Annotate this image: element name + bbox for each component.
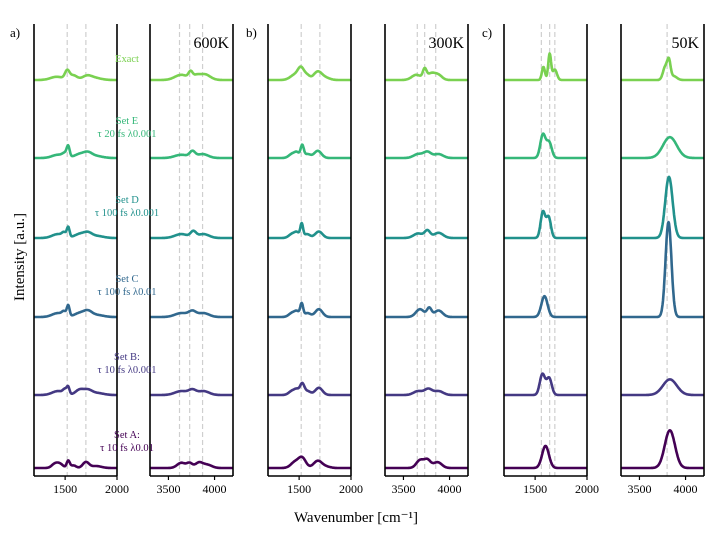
panel-group-label: b) <box>246 25 257 40</box>
x-tick-label: 1500 <box>53 482 77 496</box>
series-label-setA: τ 10 fs λ0.01 <box>100 443 154 454</box>
spectrum-line <box>149 229 234 240</box>
spectrum-line <box>267 301 352 319</box>
series-label-setC: Set C <box>115 274 138 285</box>
x-axis-label: Wavenumber [cm⁻¹] <box>294 510 418 526</box>
spectrum-line <box>503 209 588 240</box>
x-tick-label: 3500 <box>156 482 180 496</box>
spectrum-line <box>33 225 118 240</box>
x-tick-label: 4000 <box>203 482 227 496</box>
spectrum-line <box>149 149 234 160</box>
x-tick-label: 2000 <box>575 482 599 496</box>
spectrum-line <box>503 52 588 82</box>
spectrum-line <box>149 309 234 319</box>
spectrum-line <box>503 372 588 397</box>
spectrum-line <box>267 143 352 160</box>
spectrum-line <box>149 387 234 397</box>
spectrum-line <box>620 175 705 240</box>
spectrum-line <box>149 69 234 82</box>
x-tick-label: 1500 <box>287 482 311 496</box>
guide-lines-layer <box>66 24 668 476</box>
series-label-setC: τ 100 fs λ0.01 <box>98 287 157 298</box>
spectrum-line <box>384 387 469 397</box>
spectrum-line <box>620 56 705 82</box>
spectrum-line <box>149 460 234 470</box>
spectrum-line <box>620 220 705 319</box>
x-tick-label: 1500 <box>523 482 547 496</box>
spectrum-line <box>384 306 469 319</box>
spectrum-line <box>620 135 705 160</box>
spectrum-line <box>503 294 588 319</box>
x-tick-label: 4000 <box>438 482 462 496</box>
spectrum-line <box>33 384 118 397</box>
y-axis-label: Intensity [a.u.] <box>12 213 28 301</box>
series-label-setA: Set A: <box>114 430 140 441</box>
x-tick-label: 3500 <box>627 482 651 496</box>
spectrum-line <box>620 429 705 470</box>
text-layer: Intensity [a.u.] Wavenumber [cm⁻¹] a) 600… <box>10 25 699 526</box>
series-label-setB: τ 10 fs λ0.001 <box>98 365 157 376</box>
temperature-label: 50K <box>671 35 699 52</box>
x-tick-label: 2000 <box>339 482 363 496</box>
spectrum-line <box>384 66 469 82</box>
panel-group-label: a) <box>10 25 20 40</box>
series-label-setD: Set D <box>115 195 139 206</box>
spectrum-line <box>33 144 118 160</box>
series-labels-layer: Exact Set E τ 20 fs λ0.001 Set D τ 100 fs λ0… <box>95 54 159 454</box>
spectrum-line <box>503 444 588 470</box>
curves-layer <box>33 52 705 470</box>
spectrum-line <box>267 455 352 470</box>
spectrum-line <box>267 221 352 240</box>
series-label-setD: τ 100 fs λ0.001 <box>95 208 159 219</box>
series-label-setE: τ 20 fs λ0.001 <box>98 129 157 140</box>
spectrum-line <box>503 132 588 160</box>
x-tick-label: 3500 <box>391 482 415 496</box>
temperature-label: 600K <box>193 35 229 52</box>
spectrum-line <box>33 303 118 319</box>
spectrum-line <box>33 68 118 82</box>
x-tick-label: 2000 <box>105 482 129 496</box>
spectrum-line <box>384 150 469 160</box>
series-label-setB: Set B: <box>114 352 140 363</box>
x-tick-label: 4000 <box>674 482 698 496</box>
spectrum-line <box>33 459 118 470</box>
spectrum-line <box>384 228 469 240</box>
series-label-exact: Exact <box>115 54 139 65</box>
panel-group-label: c) <box>482 25 492 40</box>
axes-layer: 1500 2000 3500 4000 1500 2000 3500 4000 1500 2000… <box>33 24 705 496</box>
temperature-label: 300K <box>428 35 464 52</box>
spectrum-line <box>620 378 705 397</box>
spectrum-line <box>267 65 352 82</box>
spectrum-line <box>384 457 469 470</box>
spectrum-line <box>267 381 352 397</box>
series-label-setE: Set E <box>116 116 138 127</box>
